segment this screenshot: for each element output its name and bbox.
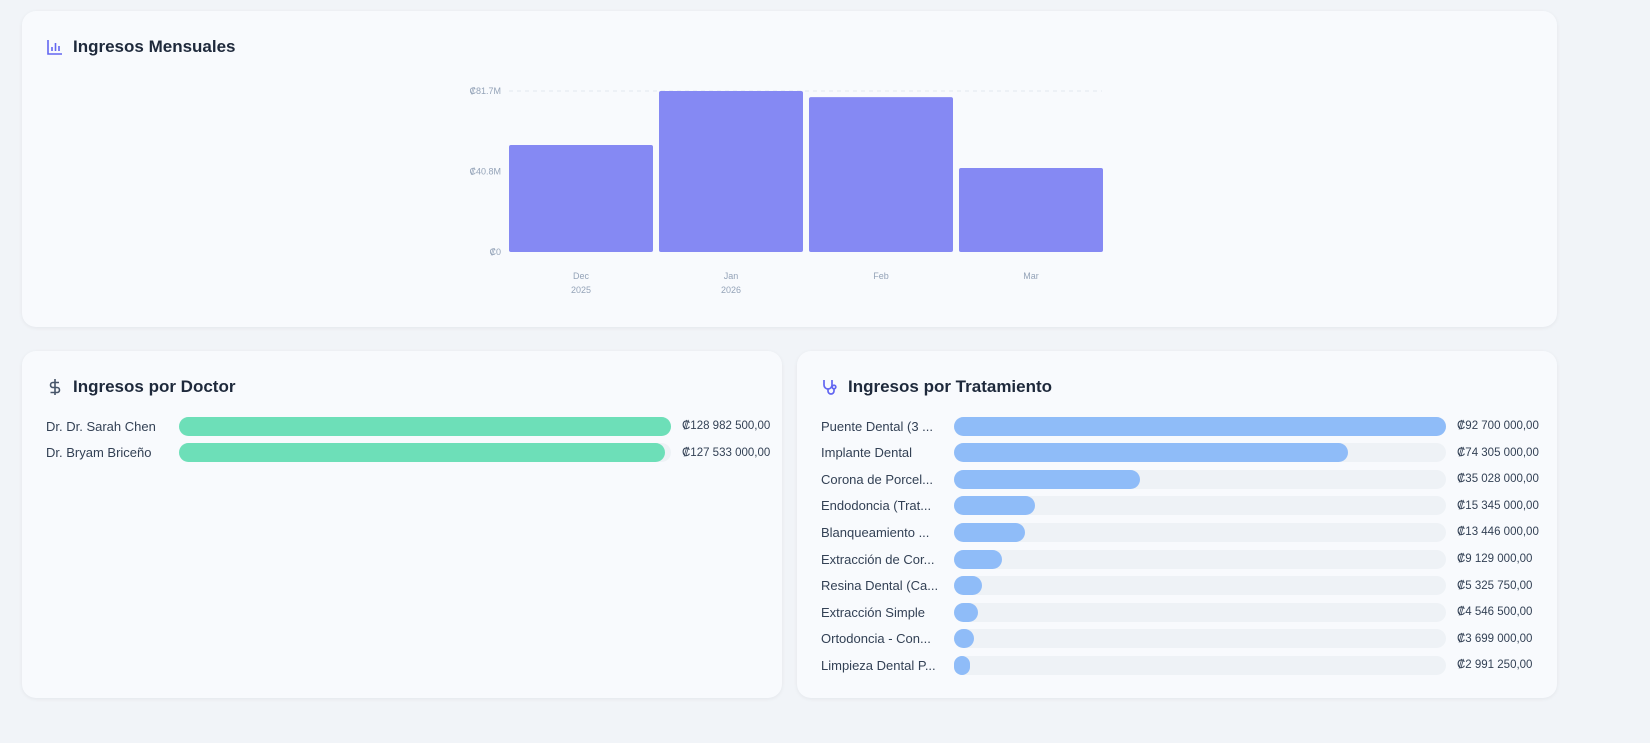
progress-track <box>954 655 1446 675</box>
bar-feb[interactable] <box>809 97 953 252</box>
item-value: ₡74 305 000,00 <box>1457 446 1539 459</box>
progress-fill <box>954 469 1140 489</box>
item-label: Extracción Simple <box>821 604 926 620</box>
item-label: Blanqueamiento ... <box>821 524 930 540</box>
progress-track <box>954 522 1446 542</box>
monthly-bar-chart: ₡0 ₡40.8M ₡81.7M Dec 2025 Jan 2026 Feb Mar <box>469 86 1103 295</box>
treatment-title: Ingresos por Tratamiento <box>821 377 1052 397</box>
item-value: ₡15 345 000,00 <box>1457 499 1539 512</box>
item-value: ₡35 028 000,00 <box>1457 473 1539 486</box>
progress-track <box>179 443 671 463</box>
list-item: Implante Dental ₡74 305 000,00 <box>821 443 1539 463</box>
bar-dec[interactable] <box>509 144 653 252</box>
item-label: Dr. Dr. Sarah Chen <box>46 418 156 434</box>
item-label: Puente Dental (3 ... <box>821 418 934 434</box>
treatment-title-text: Ingresos por Tratamiento <box>848 377 1053 396</box>
item-label: Implante Dental <box>821 445 913 461</box>
doctor-title: Ingresos por Doctor <box>46 377 235 397</box>
x-tick-label: Jan <box>724 271 739 281</box>
progress-fill <box>954 629 974 649</box>
list-item: Dr. Dr. Sarah Chen ₡128 982 500,00 <box>46 416 770 436</box>
dollar-icon <box>49 379 61 395</box>
item-value: ₡4 546 500,00 <box>1457 606 1533 619</box>
item-label: Endodoncia (Trat... <box>821 498 932 514</box>
list-item: Corona de Porcel... ₡35 028 000,00 <box>821 469 1539 489</box>
doctor-revenue-card: Ingresos por Doctor Dr. Dr. Sarah Chen ₡… <box>22 351 782 698</box>
list-item: Endodoncia (Trat... ₡15 345 000,00 <box>821 496 1539 516</box>
item-value: ₡127 533 000,00 <box>682 446 771 459</box>
list-item: Limpieza Dental P... ₡2 991 250,00 <box>821 655 1532 675</box>
progress-fill <box>179 443 666 463</box>
doctor-title-text: Ingresos por Doctor <box>73 377 236 396</box>
bar-chart-icon <box>47 40 62 55</box>
stethoscope-icon <box>823 380 837 395</box>
progress-track <box>954 602 1446 622</box>
monthly-revenue-card: Ingresos Mensuales ₡0 ₡40.8M ₡81.7M Dec 2025… <box>22 11 1557 327</box>
x-tick-label: Dec <box>573 271 590 281</box>
progress-track <box>954 576 1446 596</box>
item-label: Extracción de Cor... <box>821 551 935 567</box>
item-value: ₡92 700 000,00 <box>1457 420 1539 432</box>
item-value: ₡3 699 000,00 <box>1457 632 1533 645</box>
item-label: Ortodoncia - Con... <box>821 631 931 647</box>
progress-fill <box>954 443 1349 463</box>
progress-track <box>954 469 1446 489</box>
progress-fill <box>954 576 983 596</box>
progress-fill <box>954 522 1026 542</box>
item-label: Corona de Porcel... <box>821 471 934 487</box>
x-tick-label: Feb <box>873 271 889 281</box>
item-value: ₡13 446 000,00 <box>1457 526 1539 539</box>
bar-mar[interactable] <box>959 168 1103 252</box>
x-tick-sublabel: 2026 <box>721 285 741 295</box>
item-value: ₡9 129 000,00 <box>1457 553 1533 565</box>
item-value: ₡5 325 750,00 <box>1457 579 1533 592</box>
y-tick-label: ₡81.7M <box>469 86 501 96</box>
monthly-title: Ingresos Mensuales <box>46 37 236 57</box>
progress-track <box>954 496 1446 516</box>
progress-track <box>954 549 1446 569</box>
progress-fill <box>954 496 1036 516</box>
progress-track <box>954 629 1446 649</box>
bar-jan[interactable] <box>659 91 803 252</box>
list-item: Puente Dental (3 ... ₡92 700 000,00 <box>821 416 1539 436</box>
progress-fill <box>954 655 970 675</box>
list-item: Ortodoncia - Con... ₡3 699 000,00 <box>821 629 1532 649</box>
progress-fill <box>954 416 1446 436</box>
x-tick-label: Mar <box>1023 271 1039 281</box>
list-item: Extracción Simple ₡4 546 500,00 <box>821 602 1532 622</box>
item-value: ₡2 991 250,00 <box>1457 659 1533 672</box>
progress-fill <box>179 416 671 436</box>
progress-fill <box>954 602 979 622</box>
list-item: Resina Dental (Ca... ₡5 325 750,00 <box>821 576 1532 596</box>
progress-fill <box>954 549 1003 569</box>
progress-track <box>954 443 1446 463</box>
progress-track <box>179 416 671 436</box>
item-value: ₡128 982 500,00 <box>682 420 771 432</box>
y-tick-label: ₡40.8M <box>469 167 501 177</box>
list-item: Extracción de Cor... ₡9 129 000,00 <box>821 549 1532 569</box>
item-label: Resina Dental (Ca... <box>821 578 939 594</box>
treatment-revenue-card: Ingresos por Tratamiento Puente Dental (… <box>797 351 1557 698</box>
list-item: Dr. Bryam Briceño ₡127 533 000,00 <box>46 443 770 463</box>
list-item: Blanqueamiento ... ₡13 446 000,00 <box>821 522 1539 542</box>
monthly-title-text: Ingresos Mensuales <box>73 37 236 56</box>
progress-track <box>954 416 1446 436</box>
item-label: Dr. Bryam Briceño <box>46 445 152 461</box>
item-label: Limpieza Dental P... <box>821 657 936 673</box>
y-tick-label: ₡0 <box>489 247 501 257</box>
x-tick-sublabel: 2025 <box>571 285 591 295</box>
